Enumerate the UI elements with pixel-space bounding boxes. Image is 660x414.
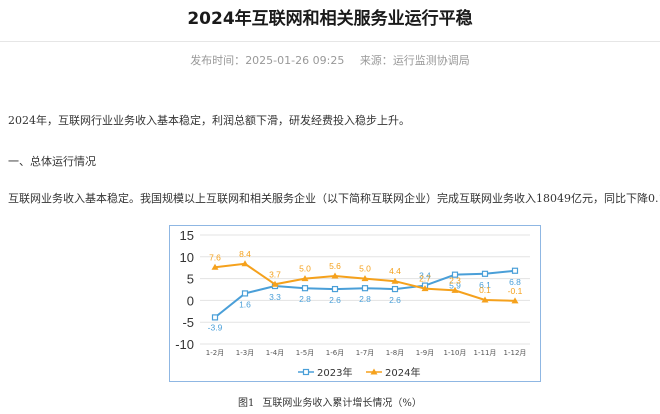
legend-label: 2023年 xyxy=(317,366,352,379)
y-tick-label: -10 xyxy=(175,337,194,352)
x-tick-label: 1-6月 xyxy=(326,349,344,357)
data-point-2024 xyxy=(241,260,249,267)
data-label: 2.6 xyxy=(329,295,341,305)
data-point-2024 xyxy=(481,296,489,303)
data-label: 2.6 xyxy=(389,295,401,305)
data-label: 4.4 xyxy=(389,266,401,276)
data-label: 2.8 xyxy=(299,294,311,304)
chart-frame: 15 10 5 0 -5 -10 1-2月 1-3月 1-4月 1-5月 1-6月 1-7月 1-8月 1… xyxy=(169,225,541,382)
data-point-2024 xyxy=(361,275,369,282)
legend-marker-square-icon xyxy=(302,368,310,376)
data-point-2024 xyxy=(421,285,429,292)
data-point-2024 xyxy=(211,263,219,270)
data-label: 2.3 xyxy=(449,275,461,285)
data-label: 2.8 xyxy=(359,294,371,304)
data-label: 0.1 xyxy=(479,285,491,295)
source-name: 运行监测协调局 xyxy=(392,54,470,67)
data-point-2023 xyxy=(331,285,339,293)
data-point-2023 xyxy=(391,285,399,293)
data-point-2024 xyxy=(301,275,309,282)
data-label: -3.9 xyxy=(208,322,223,332)
data-label: 2.7 xyxy=(419,274,431,284)
x-tick-label: 1-10月 xyxy=(444,349,467,357)
figure-caption: 图1 互联网业务收入累计增长情况（%） xyxy=(0,394,660,409)
figure-number: 图1 xyxy=(238,398,255,409)
data-label: -0.1 xyxy=(508,286,523,296)
growth-line-chart: 15 10 5 0 -5 -10 1-2月 1-3月 1-4月 1-5月 1-6月 1-7月 1-8月 1… xyxy=(175,228,530,379)
x-tick-label: 1-11月 xyxy=(474,349,497,357)
x-tick-label: 1-9月 xyxy=(416,349,434,357)
y-tick-label: 5 xyxy=(187,272,194,287)
source-info: 来源：运行监测协调局 xyxy=(360,54,470,67)
data-point-2024 xyxy=(391,277,399,284)
data-label: 8.4 xyxy=(239,249,251,259)
data-point-2023 xyxy=(301,285,309,292)
data-point-2023 xyxy=(241,290,249,297)
article-meta: 发布时间：2025-01-26 09:25 来源：运行监测协调局 xyxy=(0,52,660,68)
legend-label: 2024年 xyxy=(385,366,420,379)
publish-time: 2025-01-26 09:25 xyxy=(245,54,345,67)
publish-info: 发布时间：2025-01-26 09:25 xyxy=(190,54,344,67)
data-label: 3.3 xyxy=(269,292,281,302)
legend-marker-triangle-icon xyxy=(370,368,378,375)
data-label: 5.0 xyxy=(359,264,371,274)
y-tick-label: 15 xyxy=(180,228,194,243)
figure-caption-text: 互联网业务收入累计增长情况（%） xyxy=(262,398,422,409)
x-tick-label: 1-8月 xyxy=(386,349,404,357)
data-label: 3.7 xyxy=(269,269,281,279)
data-label: 1.6 xyxy=(239,299,251,309)
data-point-2023 xyxy=(481,270,489,277)
source-label: 来源： xyxy=(359,54,393,67)
data-point-2024 xyxy=(331,272,339,279)
data-label: 6.1 xyxy=(479,280,491,290)
x-tick-label: 1-3月 xyxy=(236,349,254,357)
publish-label: 发布时间： xyxy=(190,54,246,67)
x-tick-label: 1-5月 xyxy=(296,349,314,357)
revenue-paragraph: 互联网业务收入基本稳定。我国规模以上互联网和相关服务企业（以下简称互联网企业）完… xyxy=(8,192,660,205)
data-label: 5.6 xyxy=(329,261,341,271)
data-point-2024 xyxy=(511,297,519,304)
data-point-2023 xyxy=(211,314,219,321)
data-label: 7.6 xyxy=(209,252,221,262)
article-title: 2024年互联网和相关服务业运行平稳 xyxy=(187,9,473,29)
x-tick-label: 1-2月 xyxy=(206,349,224,357)
data-label: 5.9 xyxy=(449,281,461,291)
data-point-2023 xyxy=(451,271,459,278)
x-tick-label: 1-4月 xyxy=(266,349,284,357)
data-label: 3.4 xyxy=(419,271,431,281)
x-tick-label: 1-12月 xyxy=(504,349,527,357)
y-tick-label: -5 xyxy=(182,315,194,330)
data-point-2023 xyxy=(361,285,369,292)
data-point-2024 xyxy=(271,280,279,287)
data-point-2024 xyxy=(451,286,459,293)
x-tick-label: 1-7月 xyxy=(356,349,374,357)
data-point-2023 xyxy=(511,267,519,274)
intro-paragraph: 2024年，互联网行业业务收入基本稳定，利润总额下滑，研发经费投入稳步上升。 xyxy=(8,114,410,127)
title-divider xyxy=(0,41,660,42)
y-tick-label: 10 xyxy=(180,250,194,265)
data-label: 5.0 xyxy=(299,264,311,274)
data-label: 6.8 xyxy=(509,277,521,287)
section-heading: 一、总体运行情况 xyxy=(8,155,96,168)
y-tick-label: 0 xyxy=(187,293,194,308)
